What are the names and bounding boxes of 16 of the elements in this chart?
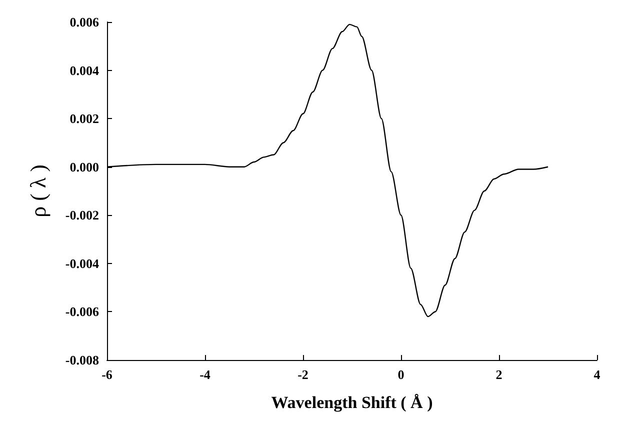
x-tick-label: -2 xyxy=(298,367,308,382)
x-axis-title: Wavelength Shift ( Å ) xyxy=(271,393,433,412)
y-tick-label: -0.004 xyxy=(65,256,100,271)
y-axis-title: ρ ( λ ) xyxy=(26,164,50,218)
x-tick-label: 4 xyxy=(594,367,601,382)
y-tick-label: 0.006 xyxy=(70,14,100,30)
x-tick-label: 0 xyxy=(398,367,404,382)
x-tick-label: -6 xyxy=(102,367,113,382)
x-tick-label: 2 xyxy=(496,367,502,382)
y-tick-label: 0.000 xyxy=(70,159,99,174)
x-tick-label: -4 xyxy=(200,367,211,382)
y-tick-label: -0.006 xyxy=(65,304,100,320)
y-tick-label: -0.008 xyxy=(65,352,100,368)
y-tick-label: -0.002 xyxy=(65,208,99,223)
y-tick-label: 0.004 xyxy=(70,62,100,78)
y-tick-label: 0.002 xyxy=(70,111,99,126)
